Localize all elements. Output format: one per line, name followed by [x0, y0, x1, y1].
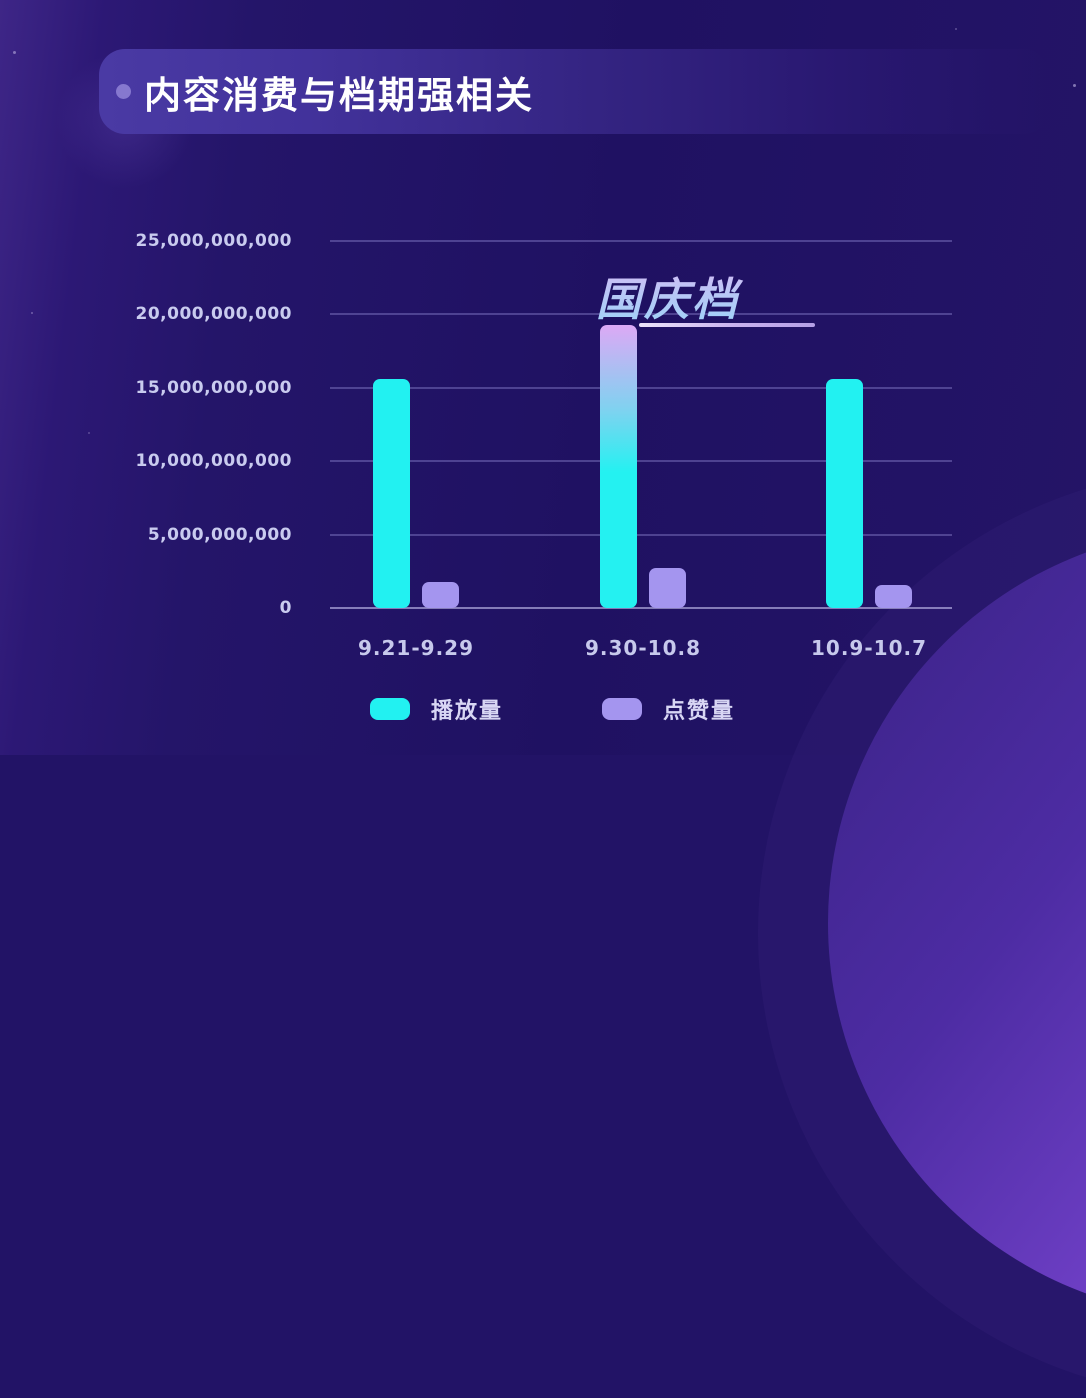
bullet-dot-icon [116, 84, 131, 99]
decor-star [955, 28, 957, 30]
decor-star [31, 312, 33, 314]
decor-star [13, 51, 16, 54]
legend-item-播放量: 播放量 [370, 693, 503, 725]
annotation-underline [639, 322, 815, 327]
legend-item-点赞量: 点赞量 [602, 693, 735, 725]
bar-点赞量-1 [649, 567, 686, 608]
legend-swatch-icon [370, 698, 410, 720]
legend-swatch-icon [602, 698, 642, 720]
grid-line [330, 386, 952, 389]
x-category-label: 9.21-9.29 [358, 636, 474, 660]
grid-line [330, 533, 952, 536]
y-tick-label: 15,000,000,000 [135, 377, 292, 398]
decor-star [1073, 84, 1076, 87]
bar-播放量-0 [373, 378, 410, 608]
x-axis-line [330, 607, 952, 609]
y-tick-label: 0 [279, 598, 292, 618]
bar-播放量-2 [826, 378, 863, 608]
grid-line [330, 460, 952, 463]
decor-star [88, 432, 90, 434]
legend-label: 播放量 [431, 699, 504, 724]
x-category-label: 10.9-10.7 [811, 636, 927, 660]
bar-播放量-1 [600, 324, 637, 608]
title-banner: 内容消费与档期强相关 [99, 49, 1050, 134]
annotation-label: 国庆档 [558, 263, 778, 328]
legend-label: 点赞量 [663, 699, 736, 724]
bar-点赞量-2 [875, 584, 912, 608]
bar-点赞量-0 [422, 582, 459, 608]
y-tick-label: 25,000,000,000 [135, 231, 292, 251]
page-title: 内容消费与档期强相关 [144, 73, 534, 117]
bar-chart: 0 5,000,000,000 10,000,000,000 15,000,000,0… [135, 231, 952, 725]
y-tick-label: 10,000,000,000 [135, 451, 292, 472]
grid-line [330, 240, 952, 242]
grid-line [330, 313, 952, 316]
x-category-label: 9.30-10.8 [585, 636, 701, 660]
y-tick-label: 5,000,000,000 [147, 524, 292, 545]
y-tick-label: 20,000,000,000 [135, 304, 292, 325]
